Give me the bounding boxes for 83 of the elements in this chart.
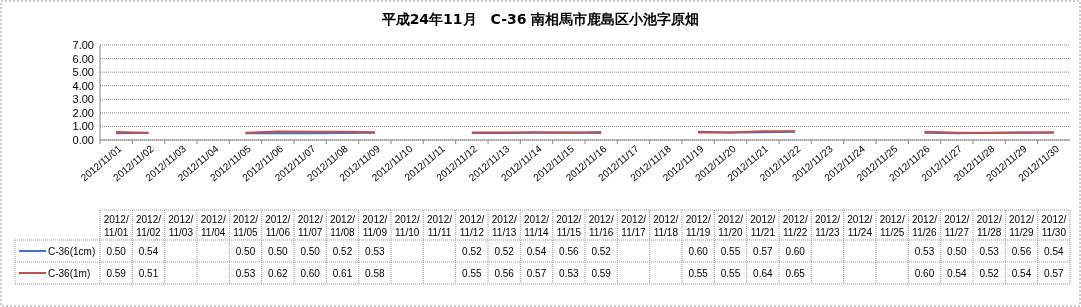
data-label: 0.59	[106, 268, 127, 279]
data-label: 0.52	[332, 246, 353, 257]
y-tick-label: 0.00	[72, 134, 94, 146]
category-label: 2012/11/10	[394, 214, 420, 238]
data-label: 0.60	[300, 268, 321, 279]
category-label: 2012/11/04	[200, 214, 226, 238]
data-label: 0.57	[753, 246, 773, 257]
data-label: 0.65	[785, 268, 806, 279]
data-label: 0.54	[138, 246, 159, 257]
category-label: 2012/11/26	[911, 214, 938, 238]
data-label: 0.53	[365, 246, 385, 257]
category-label: 2012/11/29	[1008, 214, 1035, 238]
data-label: 0.56	[1011, 246, 1032, 257]
category-label: 2012/11/12	[459, 214, 485, 238]
data-label: 0.52	[591, 246, 612, 257]
data-label: 0.59	[591, 268, 612, 279]
data-label: 0.53	[979, 246, 1000, 257]
category-label: 2012/11/30	[1041, 214, 1067, 238]
y-tick-label: 4.00	[72, 79, 94, 92]
data-label: 0.52	[979, 268, 1000, 279]
category-label: 2012/11/24	[847, 214, 873, 238]
data-label: 0.64	[753, 268, 773, 279]
data-label: 0.56	[559, 246, 579, 257]
data-label: 0.55	[462, 268, 482, 279]
category-label: 2012/11/27	[944, 214, 970, 238]
category-label: 2012/11/22	[782, 214, 808, 238]
data-label: 0.60	[914, 268, 935, 279]
category-label: 2012/11/06	[265, 214, 291, 238]
data-label: 0.52	[462, 246, 482, 257]
data-label: 0.50	[947, 246, 967, 257]
category-label: 2012/11/01	[103, 214, 129, 238]
category-label: 2012/11/07	[297, 214, 323, 238]
chart-title: 平成24年11月 C-36 南相馬市鹿島区小池字原畑	[380, 11, 700, 27]
data-label: 0.61	[332, 268, 353, 279]
data-label: 0.54	[1044, 246, 1064, 257]
category-label: 2012/11/16	[588, 214, 614, 238]
y-tick-label: 1.00	[72, 120, 94, 133]
data-label: 0.54	[526, 246, 547, 257]
data-label: 0.51	[138, 268, 159, 279]
legend-label: C-36(1m)	[48, 268, 91, 279]
data-label: 0.50	[300, 246, 321, 257]
data-label: 0.50	[268, 246, 288, 257]
y-tick-label: 2.00	[72, 106, 94, 119]
category-label: 2012/11/28	[976, 214, 1002, 238]
category-label: 2012/11/17	[620, 214, 647, 238]
category-label: 2012/11/25	[879, 214, 905, 238]
legend-label: C-36(1cm)	[48, 246, 96, 257]
category-label: 2012/11/21	[750, 214, 776, 238]
data-label: 0.53	[235, 268, 256, 279]
category-label: 2012/11/18	[653, 214, 679, 238]
category-label: 2012/11/19	[685, 214, 711, 238]
category-label: 2012/11/09	[362, 214, 388, 238]
category-label: 2012/11/15	[556, 214, 582, 238]
data-label: 0.56	[494, 268, 515, 279]
data-label: 0.54	[947, 268, 967, 279]
data-label: 0.60	[785, 246, 806, 257]
data-label: 0.55	[688, 268, 709, 279]
data-label: 0.54	[1011, 268, 1032, 279]
data-label: 0.57	[1044, 268, 1064, 279]
data-label: 0.53	[559, 268, 579, 279]
y-tick-label: 7.00	[72, 39, 94, 51]
data-label: 0.50	[235, 246, 256, 257]
category-label: 2012/11/03	[168, 214, 194, 238]
category-label: 2012/11/23	[814, 214, 841, 238]
category-label: 2012/11/14	[523, 214, 550, 238]
data-label: 0.53	[914, 246, 935, 257]
category-label: 2012/11/08	[329, 214, 356, 238]
category-label: 2012/11/05	[232, 214, 259, 238]
data-label: 0.62	[268, 268, 288, 279]
category-label: 2012/11/20	[717, 214, 744, 238]
data-label: 0.55	[720, 268, 741, 279]
y-tick-label: 6.00	[72, 52, 94, 65]
data-label: 0.50	[106, 246, 127, 257]
data-label: 0.60	[688, 246, 709, 257]
data-label: 0.57	[526, 268, 547, 279]
category-label: 2012/11/11	[426, 214, 453, 238]
data-label: 0.55	[720, 246, 741, 257]
category-label: 2012/11/13	[491, 214, 517, 238]
data-label: 0.52	[494, 246, 515, 257]
y-tick-label: 3.00	[72, 93, 94, 106]
data-label: 0.58	[365, 268, 385, 279]
category-label: 2012/11/02	[135, 214, 162, 238]
y-tick-label: 5.00	[72, 66, 94, 79]
